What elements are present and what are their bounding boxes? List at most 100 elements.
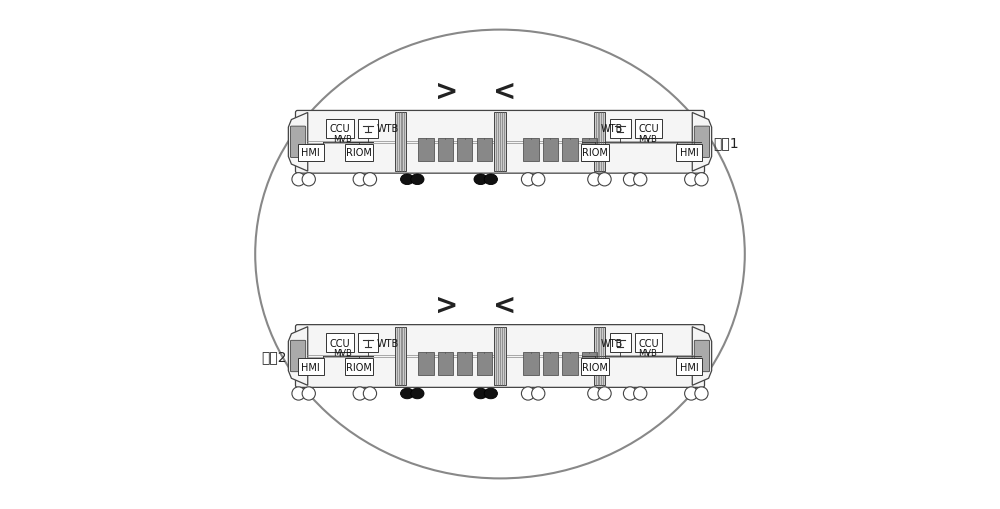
Polygon shape bbox=[692, 114, 712, 172]
Circle shape bbox=[302, 387, 315, 400]
Text: HMI: HMI bbox=[301, 148, 320, 158]
Bar bbox=[438, 353, 453, 375]
Text: CCU: CCU bbox=[638, 124, 659, 134]
Circle shape bbox=[363, 173, 377, 187]
Circle shape bbox=[685, 387, 698, 400]
Ellipse shape bbox=[401, 388, 414, 399]
Ellipse shape bbox=[255, 31, 745, 478]
FancyBboxPatch shape bbox=[694, 127, 710, 158]
Text: CCU: CCU bbox=[638, 338, 659, 348]
FancyBboxPatch shape bbox=[345, 145, 373, 162]
Polygon shape bbox=[288, 114, 308, 172]
Text: RIOM: RIOM bbox=[582, 362, 608, 372]
Circle shape bbox=[685, 173, 698, 187]
Text: 位由2: 位由2 bbox=[261, 349, 286, 363]
FancyBboxPatch shape bbox=[290, 127, 306, 158]
Bar bbox=[543, 139, 558, 161]
Circle shape bbox=[623, 173, 637, 187]
Ellipse shape bbox=[474, 175, 487, 185]
FancyBboxPatch shape bbox=[581, 145, 609, 162]
Bar bbox=[395, 327, 406, 386]
Circle shape bbox=[302, 173, 315, 187]
FancyBboxPatch shape bbox=[295, 325, 705, 388]
Circle shape bbox=[623, 387, 637, 400]
Text: WTB: WTB bbox=[601, 124, 623, 134]
Circle shape bbox=[532, 387, 545, 400]
FancyBboxPatch shape bbox=[298, 358, 324, 376]
Ellipse shape bbox=[411, 388, 424, 399]
Bar bbox=[562, 139, 578, 161]
Ellipse shape bbox=[484, 388, 497, 399]
Text: WTB: WTB bbox=[377, 338, 399, 348]
Ellipse shape bbox=[474, 388, 487, 399]
Bar bbox=[494, 327, 506, 386]
Circle shape bbox=[695, 387, 708, 400]
Bar bbox=[395, 114, 406, 172]
Text: 位由1: 位由1 bbox=[714, 135, 739, 150]
Text: MVB: MVB bbox=[333, 134, 352, 144]
Circle shape bbox=[695, 173, 708, 187]
FancyBboxPatch shape bbox=[676, 145, 702, 162]
Circle shape bbox=[634, 387, 647, 400]
Bar bbox=[543, 353, 558, 375]
Bar bbox=[418, 139, 434, 161]
Bar bbox=[438, 139, 453, 161]
FancyBboxPatch shape bbox=[326, 333, 354, 352]
FancyBboxPatch shape bbox=[694, 341, 710, 372]
Text: HMI: HMI bbox=[301, 362, 320, 372]
Circle shape bbox=[588, 173, 601, 187]
Circle shape bbox=[353, 387, 366, 400]
Bar bbox=[594, 327, 605, 386]
Circle shape bbox=[363, 387, 377, 400]
Text: >: > bbox=[435, 292, 458, 320]
Circle shape bbox=[521, 387, 535, 400]
Bar bbox=[477, 139, 492, 161]
Text: WTB: WTB bbox=[377, 124, 399, 134]
FancyBboxPatch shape bbox=[326, 120, 354, 138]
Circle shape bbox=[292, 387, 305, 400]
FancyBboxPatch shape bbox=[610, 120, 631, 138]
Text: RIOM: RIOM bbox=[346, 362, 372, 372]
Circle shape bbox=[634, 173, 647, 187]
Text: <: < bbox=[493, 78, 517, 106]
Text: CCU: CCU bbox=[330, 124, 350, 134]
Bar bbox=[523, 353, 539, 375]
FancyBboxPatch shape bbox=[358, 120, 378, 138]
FancyBboxPatch shape bbox=[345, 358, 373, 376]
Ellipse shape bbox=[484, 175, 497, 185]
Circle shape bbox=[588, 387, 601, 400]
Circle shape bbox=[598, 387, 611, 400]
Text: WTB: WTB bbox=[601, 338, 623, 348]
Circle shape bbox=[598, 173, 611, 187]
FancyBboxPatch shape bbox=[358, 333, 378, 352]
Text: MVB: MVB bbox=[333, 348, 352, 357]
Bar bbox=[594, 114, 605, 172]
Bar bbox=[494, 114, 506, 172]
FancyBboxPatch shape bbox=[298, 145, 324, 162]
Text: <: < bbox=[493, 292, 517, 320]
Polygon shape bbox=[288, 327, 308, 386]
Bar bbox=[418, 353, 434, 375]
Text: RIOM: RIOM bbox=[346, 148, 372, 158]
Bar bbox=[477, 353, 492, 375]
Text: RIOM: RIOM bbox=[582, 148, 608, 158]
FancyBboxPatch shape bbox=[610, 333, 631, 352]
Circle shape bbox=[521, 173, 535, 187]
Text: MVB: MVB bbox=[638, 134, 657, 144]
Bar bbox=[582, 139, 597, 161]
Circle shape bbox=[353, 173, 366, 187]
FancyBboxPatch shape bbox=[676, 358, 702, 376]
Text: CCU: CCU bbox=[330, 338, 350, 348]
Polygon shape bbox=[692, 327, 712, 386]
FancyBboxPatch shape bbox=[290, 341, 306, 372]
Text: MVB: MVB bbox=[638, 348, 657, 357]
Text: >: > bbox=[435, 78, 458, 106]
Text: HMI: HMI bbox=[680, 362, 699, 372]
Bar bbox=[523, 139, 539, 161]
Bar bbox=[457, 139, 472, 161]
Bar bbox=[582, 353, 597, 375]
Ellipse shape bbox=[401, 175, 414, 185]
Bar bbox=[562, 353, 578, 375]
FancyBboxPatch shape bbox=[635, 333, 662, 352]
Text: HMI: HMI bbox=[680, 148, 699, 158]
